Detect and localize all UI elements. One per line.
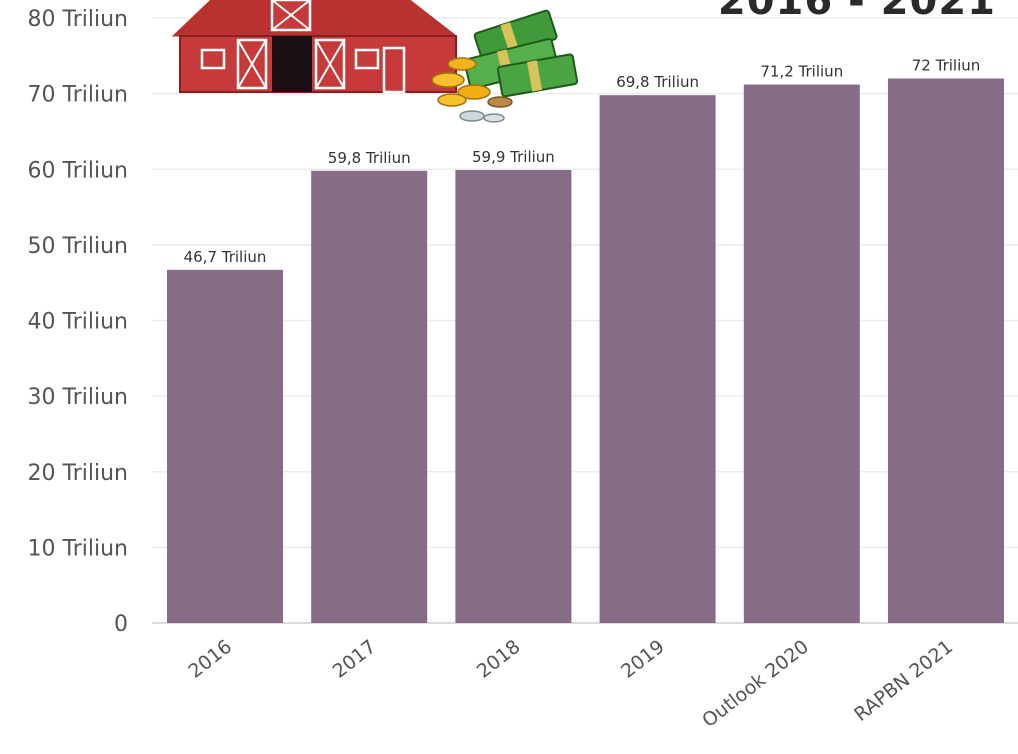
bar xyxy=(888,78,1004,623)
data-label: 71,2 Triliun xyxy=(760,63,843,81)
y-tick-label: 50 Triliun xyxy=(28,234,128,259)
x-tick-label: 2017 xyxy=(329,636,381,683)
x-tick-label: 2018 xyxy=(473,636,525,683)
y-tick-label: 0 xyxy=(114,612,128,637)
bar xyxy=(455,170,572,623)
data-label: 46,7 Triliun xyxy=(184,248,267,266)
y-tick-label: 80 Triliun xyxy=(28,7,128,32)
bar xyxy=(311,170,428,623)
y-tick-label: 30 Triliun xyxy=(28,385,128,410)
data-labels: 46,7 Triliun 59,8 Triliun 59,9 Triliun 69,8… xyxy=(184,57,981,266)
chart-title: 2016 - 2021 xyxy=(717,0,996,24)
data-label: 59,9 Triliun xyxy=(472,148,555,166)
y-tick-label: 70 Triliun xyxy=(28,83,128,108)
y-tick-label: 20 Triliun xyxy=(28,461,128,486)
bar xyxy=(599,95,716,623)
gridlines xyxy=(152,17,1018,624)
x-tick-label: Outlook 2020 xyxy=(698,636,813,732)
y-tick-label: 10 Triliun xyxy=(28,536,128,561)
data-label: 59,8 Triliun xyxy=(328,149,411,167)
x-axis-ticks: 2016 2017 2018 2019 Outlook 2020 RAPBN 2021 xyxy=(184,636,957,732)
x-tick-label: 2019 xyxy=(617,636,669,683)
barn-illustration xyxy=(164,0,467,94)
y-tick-label: 60 Triliun xyxy=(28,158,128,183)
bar xyxy=(743,84,860,624)
data-label: 69,8 Triliun xyxy=(616,73,699,91)
x-tick-label: 2016 xyxy=(184,636,236,683)
y-tick-label: 40 Triliun xyxy=(28,310,128,335)
bar xyxy=(167,269,283,623)
money-stack-illustration xyxy=(431,9,579,123)
x-tick-label: RAPBN 2021 xyxy=(850,636,957,726)
bars xyxy=(167,78,1004,624)
y-axis-ticks: 0 10 Triliun 20 Triliun 30 Triliun 40 Triliu… xyxy=(28,7,128,637)
data-label: 72 Triliun xyxy=(912,57,981,75)
